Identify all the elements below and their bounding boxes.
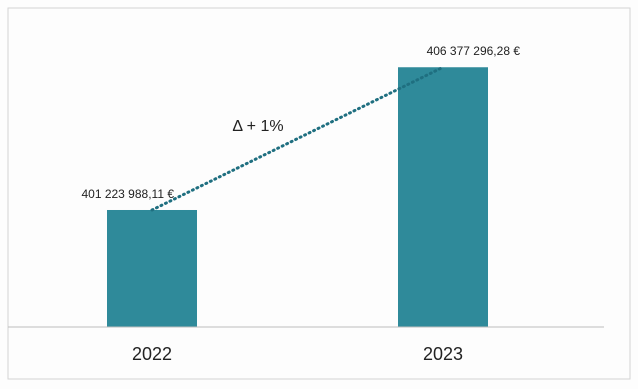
value-label-2022: 401 223 988,11 € [81,187,174,201]
bars-group [107,67,488,327]
trendline [150,65,445,212]
category-label-2023: 2023 [423,344,463,364]
value-label-2023: 406 377 296,28 € [427,44,521,58]
labels-group: 401 223 988,11 € 2022 406 377 296,28 € 2023 [81,44,520,364]
delta-annotation: Δ + 1% [232,118,283,135]
category-label-2022: 2022 [132,344,172,364]
bar-2022 [107,209,197,327]
bar-2023 [398,67,488,327]
chart-frame [7,7,631,380]
